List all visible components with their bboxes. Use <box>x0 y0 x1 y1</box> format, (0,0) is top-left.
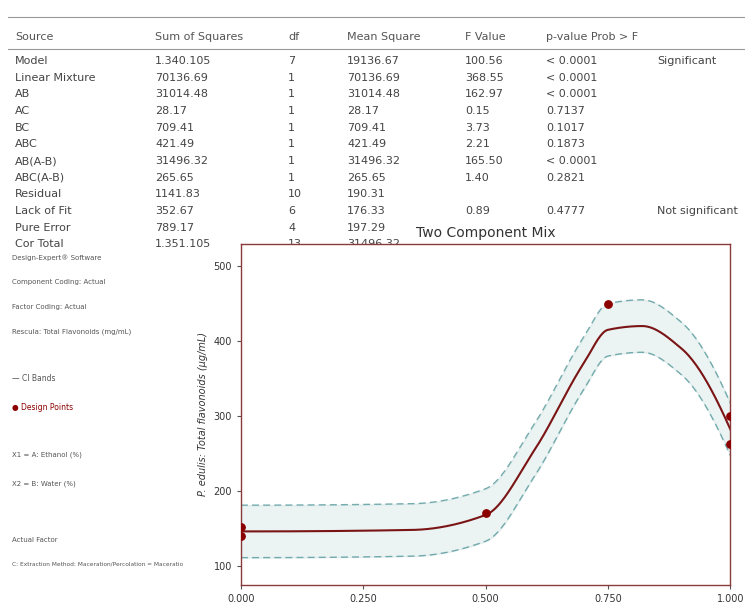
Text: 176.33: 176.33 <box>347 206 386 216</box>
Text: Linear Mixture: Linear Mixture <box>15 72 96 83</box>
Point <box>724 440 736 449</box>
Text: 1.351.105: 1.351.105 <box>155 239 212 249</box>
Text: BC: BC <box>15 122 30 133</box>
Text: 70136.69: 70136.69 <box>155 72 208 83</box>
Text: Actual Factor: Actual Factor <box>12 537 57 543</box>
Text: 1: 1 <box>288 173 295 183</box>
Text: 28.17: 28.17 <box>347 106 379 116</box>
Text: 265.65: 265.65 <box>347 173 386 183</box>
Text: AB: AB <box>15 90 30 99</box>
Text: 31496.32: 31496.32 <box>155 156 208 166</box>
Text: 19136.67: 19136.67 <box>347 56 400 66</box>
Text: 0.7137: 0.7137 <box>546 106 585 116</box>
Text: < 0.0001: < 0.0001 <box>546 72 598 83</box>
Text: ● Design Points: ● Design Points <box>12 403 73 412</box>
Text: Component Coding: Actual: Component Coding: Actual <box>12 279 105 285</box>
Text: Cor Total: Cor Total <box>15 239 63 249</box>
Text: 0.1017: 0.1017 <box>546 122 585 133</box>
Point <box>724 411 736 421</box>
Text: 1: 1 <box>288 139 295 149</box>
Text: X1 = A: Ethanol (%): X1 = A: Ethanol (%) <box>12 452 81 459</box>
Text: 165.50: 165.50 <box>465 156 504 166</box>
Point <box>235 531 247 541</box>
Text: 709.41: 709.41 <box>155 122 194 133</box>
Text: Sum of Squares: Sum of Squares <box>155 32 243 42</box>
Text: p-value Prob > F: p-value Prob > F <box>546 32 639 42</box>
Text: 0.1873: 0.1873 <box>546 139 585 149</box>
Point <box>235 522 247 532</box>
Text: Rescula: Total Flavonoids (mg/mL): Rescula: Total Flavonoids (mg/mL) <box>12 328 131 335</box>
Text: 6: 6 <box>288 206 295 216</box>
Text: 31014.48: 31014.48 <box>347 90 400 99</box>
Text: ABC: ABC <box>15 139 38 149</box>
Text: < 0.0001: < 0.0001 <box>546 156 598 166</box>
Text: Residual: Residual <box>15 189 62 199</box>
Text: Significant: Significant <box>657 56 716 66</box>
Text: df: df <box>288 32 299 42</box>
Title: Two Component Mix: Two Component Mix <box>416 226 556 240</box>
Text: 13: 13 <box>288 239 302 249</box>
Text: < 0.0001: < 0.0001 <box>546 90 598 99</box>
Text: 1: 1 <box>288 122 295 133</box>
Text: Mean Square: Mean Square <box>347 32 420 42</box>
Text: 1141.83: 1141.83 <box>155 189 201 199</box>
Text: 3.73: 3.73 <box>465 122 489 133</box>
Text: Model: Model <box>15 56 48 66</box>
Text: Not significant: Not significant <box>657 206 738 216</box>
Text: 162.97: 162.97 <box>465 90 504 99</box>
Text: ABC(A-B): ABC(A-B) <box>15 173 65 183</box>
Y-axis label: P. edulis: Total flavonoids (μg/mL): P. edulis: Total flavonoids (μg/mL) <box>198 332 208 496</box>
Text: 1: 1 <box>288 156 295 166</box>
Text: Factor Coding: Actual: Factor Coding: Actual <box>12 304 87 309</box>
Text: 4: 4 <box>288 223 295 233</box>
Text: 1.40: 1.40 <box>465 173 489 183</box>
Text: 265.65: 265.65 <box>155 173 194 183</box>
Text: 7: 7 <box>288 56 295 66</box>
Text: 0.89: 0.89 <box>465 206 490 216</box>
Text: AB(A-B): AB(A-B) <box>15 156 57 166</box>
Text: 0.4777: 0.4777 <box>546 206 585 216</box>
Text: Source: Source <box>15 32 53 42</box>
Point <box>480 509 492 518</box>
Text: < 0.0001: < 0.0001 <box>546 56 598 66</box>
Text: 0.2821: 0.2821 <box>546 173 585 183</box>
Text: 28.17: 28.17 <box>155 106 187 116</box>
Text: 421.49: 421.49 <box>155 139 194 149</box>
Text: 421.49: 421.49 <box>347 139 386 149</box>
Text: Lack of Fit: Lack of Fit <box>15 206 72 216</box>
Text: 10: 10 <box>288 189 302 199</box>
Text: 789.17: 789.17 <box>155 223 194 233</box>
Text: 0.15: 0.15 <box>465 106 489 116</box>
Text: 368.55: 368.55 <box>465 72 504 83</box>
Text: 2.21: 2.21 <box>465 139 490 149</box>
Text: Design-Expert® Software: Design-Expert® Software <box>12 254 101 261</box>
Text: 197.29: 197.29 <box>347 223 386 233</box>
Text: 1: 1 <box>288 106 295 116</box>
Text: 31014.48: 31014.48 <box>155 90 208 99</box>
Text: 352.67: 352.67 <box>155 206 194 216</box>
Text: 31496.32: 31496.32 <box>347 156 400 166</box>
Point <box>602 298 614 308</box>
Text: 1: 1 <box>288 90 295 99</box>
Text: — CI Bands: — CI Bands <box>12 375 55 383</box>
Text: Pure Error: Pure Error <box>15 223 71 233</box>
Text: 100.56: 100.56 <box>465 56 504 66</box>
Text: 1: 1 <box>288 72 295 83</box>
Text: 190.31: 190.31 <box>347 189 386 199</box>
Text: 709.41: 709.41 <box>347 122 386 133</box>
Text: 31496.32: 31496.32 <box>347 239 400 249</box>
Text: AC: AC <box>15 106 30 116</box>
Text: 70136.69: 70136.69 <box>347 72 400 83</box>
Text: X2 = B: Water (%): X2 = B: Water (%) <box>12 481 75 487</box>
Text: 1.340.105: 1.340.105 <box>155 56 212 66</box>
Text: F Value: F Value <box>465 32 506 42</box>
Text: C: Extraction Method: Maceration/Percolation = Maceratio: C: Extraction Method: Maceration/Percola… <box>12 561 183 566</box>
